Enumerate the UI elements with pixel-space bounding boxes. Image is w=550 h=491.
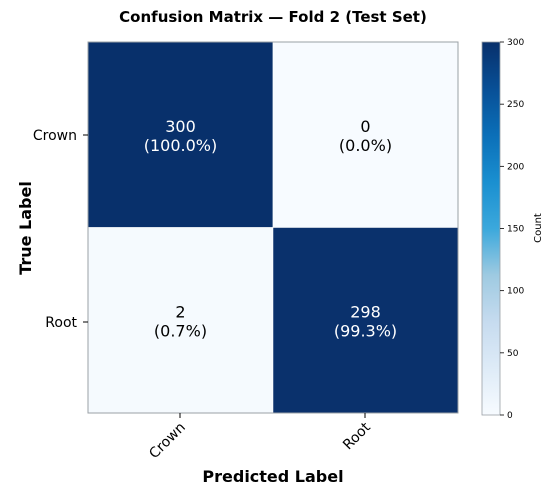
colorbar-tick-label-300: 300 xyxy=(507,38,524,48)
plot-frame xyxy=(87,41,459,414)
y-tick-label-root: Root xyxy=(45,315,77,331)
heatmap-cell-0-0 xyxy=(87,41,274,228)
y-axis-label: True Label xyxy=(16,181,35,275)
chart-title: Confusion Matrix — Fold 2 (Test Set) xyxy=(119,8,427,26)
colorbar-tick-label-200: 200 xyxy=(507,162,524,172)
y-tick-label-crown: Crown xyxy=(33,128,77,144)
x-tick-label-crown: Crown xyxy=(146,420,189,463)
x-axis-label: Predicted Label xyxy=(202,467,343,486)
cell-count-label-1-0: 2 xyxy=(175,302,185,321)
cell-count-label-1-1: 298 xyxy=(350,302,381,321)
colorbar-label: Count xyxy=(533,213,544,243)
colorbar xyxy=(481,41,501,416)
colorbar-tick-label-50: 50 xyxy=(507,349,519,359)
x-tick-label-root: Root xyxy=(340,419,374,453)
colorbar-tick-label-250: 250 xyxy=(507,100,524,110)
heatmap-cell-1-0 xyxy=(87,227,274,414)
cell-count-label-0-1: 0 xyxy=(360,117,370,136)
cell-percentage-label-0-1: (0.0%) xyxy=(339,136,392,155)
cell-percentage-label-1-0: (0.7%) xyxy=(154,321,207,340)
colorbar-ticks: 0 50 100 150 200 250 300 xyxy=(500,38,524,421)
heatmap-cells: 300(100.0%) 0(0.0%) 2(0.7%) 298(99.3%) xyxy=(87,41,459,414)
heatmap-cell-1-1 xyxy=(272,227,459,414)
colorbar-tick-label-150: 150 xyxy=(507,225,524,235)
cell-count-label-0-0: 300 xyxy=(165,117,196,136)
colorbar-tick-label-0: 0 xyxy=(507,411,513,421)
cell-percentage-label-0-0: (100.0%) xyxy=(144,136,218,155)
heatmap-cell-0-1 xyxy=(272,41,459,228)
colorbar-tick-label-100: 100 xyxy=(507,287,524,297)
cell-percentage-label-1-1: (99.3%) xyxy=(334,321,397,340)
